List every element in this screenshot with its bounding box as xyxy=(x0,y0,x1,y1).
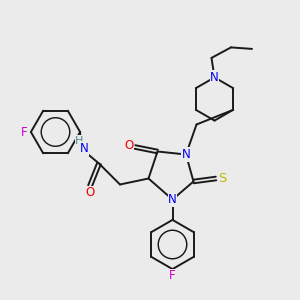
Text: F: F xyxy=(169,269,176,282)
Text: O: O xyxy=(124,139,134,152)
Text: S: S xyxy=(218,172,227,185)
Text: H: H xyxy=(75,136,84,146)
Text: N: N xyxy=(182,148,190,161)
Text: F: F xyxy=(21,125,28,139)
Text: N: N xyxy=(168,193,177,206)
Text: N: N xyxy=(80,142,88,155)
Text: O: O xyxy=(85,186,94,199)
Text: N: N xyxy=(210,71,219,84)
